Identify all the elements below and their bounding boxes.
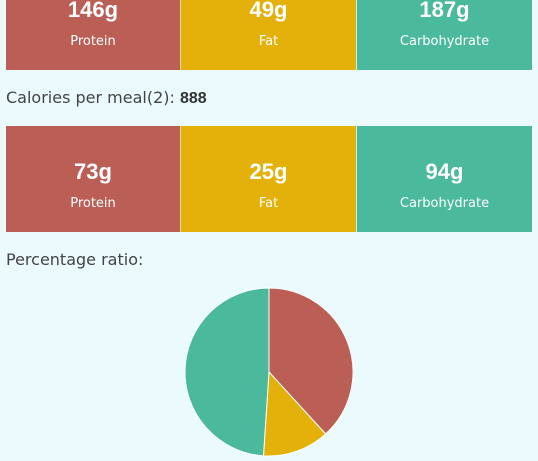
macro-calculator-results: 146g Protein 49g Fat 187g Carbohydrate C…: [6, 0, 532, 457]
macro-pie-svg: [184, 287, 354, 457]
daily-macros-row: 146g Protein 49g Fat 187g Carbohydrate: [6, 0, 532, 70]
meal-macros-row: 73g Protein 25g Fat 94g Carbohydrate: [6, 126, 532, 232]
percentage-ratio-heading: Percentage ratio:: [6, 250, 144, 269]
meal-protein-value: 73g: [74, 159, 112, 184]
meal-protein-label: Protein: [70, 196, 116, 211]
daily-carbohydrate-box: 187g Carbohydrate: [356, 0, 532, 70]
daily-protein-value: 146g: [67, 0, 119, 22]
daily-fat-label: Fat: [258, 34, 279, 49]
daily-carbohydrate-label: Carbohydrate: [399, 34, 490, 49]
meal-fat-box: 25g Fat: [180, 126, 356, 232]
macro-pie-chart: [184, 287, 354, 461]
calories-per-meal: Calories per meal(2): 888: [6, 70, 532, 126]
meal-carbohydrate-box: 94g Carbohydrate: [356, 126, 532, 232]
daily-fat-value: 49g: [249, 0, 288, 22]
pie-slice-carbohydrate: [184, 287, 270, 457]
daily-carbohydrate-value: 187g: [419, 0, 470, 22]
daily-protein-box: 146g Protein: [6, 0, 180, 70]
calories-per-meal-label: Calories per meal(2):: [6, 88, 175, 107]
meal-fat-value: 25g: [249, 159, 288, 184]
daily-fat-box: 49g Fat: [180, 0, 356, 70]
meal-fat-label: Fat: [258, 196, 279, 211]
daily-protein-label: Protein: [70, 34, 116, 49]
calories-per-meal-value: 888: [180, 90, 207, 107]
meal-protein-box: 73g Protein: [6, 126, 180, 232]
meal-carbohydrate-value: 94g: [425, 159, 464, 184]
meal-carbohydrate-label: Carbohydrate: [399, 196, 490, 211]
